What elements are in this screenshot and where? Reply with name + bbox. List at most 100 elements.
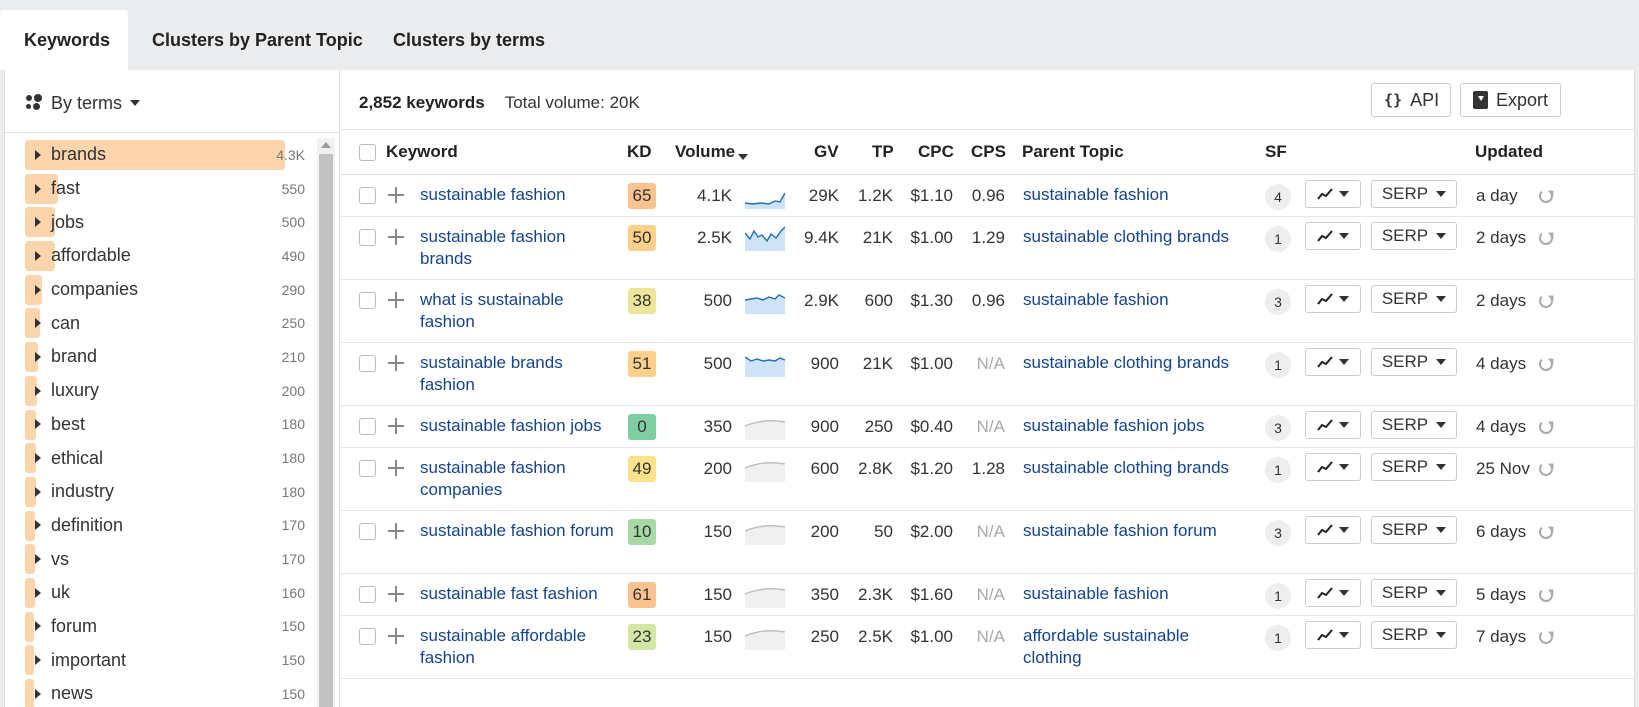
term-item[interactable]: forum 150 xyxy=(25,610,305,644)
term-item[interactable]: ethical 180 xyxy=(25,441,305,475)
term-item[interactable]: can 250 xyxy=(25,306,305,340)
expand-caret-icon[interactable] xyxy=(35,351,41,362)
parent-topic-link[interactable]: sustainable clothing brands xyxy=(1023,458,1230,477)
keyword-link[interactable]: sustainable brands fashion xyxy=(420,353,563,394)
term-item[interactable]: important 150 xyxy=(25,643,305,677)
tab-clusters-by-terms[interactable]: Clusters by terms xyxy=(393,30,546,50)
position-history-button[interactable] xyxy=(1305,579,1361,607)
col-gv[interactable]: GV xyxy=(814,142,839,161)
serp-button[interactable]: SERP xyxy=(1371,579,1457,607)
refresh-icon[interactable] xyxy=(1539,525,1553,539)
col-cps[interactable]: CPS xyxy=(971,142,1006,161)
row-checkbox[interactable] xyxy=(359,229,376,246)
plus-icon[interactable] xyxy=(388,229,404,245)
serp-button[interactable]: SERP xyxy=(1371,348,1457,376)
expand-caret-icon[interactable] xyxy=(35,284,41,295)
expand-caret-icon[interactable] xyxy=(35,520,41,531)
position-history-button[interactable] xyxy=(1305,516,1361,544)
export-button[interactable]: Export xyxy=(1460,83,1561,117)
parent-topic-link[interactable]: sustainable fashion xyxy=(1023,185,1169,204)
col-tp[interactable]: TP xyxy=(872,142,894,161)
expand-caret-icon[interactable] xyxy=(35,217,41,228)
serp-button[interactable]: SERP xyxy=(1371,621,1457,649)
col-parent-topic[interactable]: Parent Topic xyxy=(1022,142,1124,161)
keyword-link[interactable]: what is sustainable fashion xyxy=(420,290,564,331)
term-item[interactable]: vs 170 xyxy=(25,542,305,576)
plus-icon[interactable] xyxy=(388,523,404,539)
parent-topic-link[interactable]: sustainable fashion xyxy=(1023,290,1169,309)
api-button[interactable]: {} API xyxy=(1371,83,1451,117)
keyword-link[interactable]: sustainable fashion companies xyxy=(420,458,566,499)
col-kd[interactable]: KD xyxy=(627,142,652,161)
term-item[interactable]: fast 550 xyxy=(25,172,305,206)
keyword-link[interactable]: sustainable fashion xyxy=(420,185,566,204)
parent-topic-link[interactable]: sustainable fashion forum xyxy=(1023,521,1217,540)
parent-topic-link[interactable]: affordable sustainable clothing xyxy=(1023,626,1190,667)
row-checkbox[interactable] xyxy=(359,418,376,435)
sf-count-badge[interactable]: 3 xyxy=(1265,289,1291,315)
term-item[interactable]: jobs 500 xyxy=(25,205,305,239)
refresh-icon[interactable] xyxy=(1539,231,1553,245)
sf-count-badge[interactable]: 4 xyxy=(1265,184,1291,210)
col-updated[interactable]: Updated xyxy=(1475,142,1543,161)
position-history-button[interactable] xyxy=(1305,180,1361,208)
term-item[interactable]: companies 290 xyxy=(25,273,305,307)
expand-caret-icon[interactable] xyxy=(35,655,41,666)
keyword-link[interactable]: sustainable fashion forum xyxy=(420,521,614,540)
tab-keywords[interactable]: Keywords xyxy=(0,10,128,70)
term-item[interactable]: affordable 490 xyxy=(25,239,305,273)
serp-button[interactable]: SERP xyxy=(1371,453,1457,481)
scrollbar[interactable] xyxy=(317,138,335,707)
serp-button[interactable]: SERP xyxy=(1371,285,1457,313)
scrollbar-thumb[interactable] xyxy=(319,154,333,707)
scroll-up-arrow-icon[interactable] xyxy=(321,142,331,148)
sf-count-badge[interactable]: 1 xyxy=(1265,625,1291,651)
term-item[interactable]: definition 170 xyxy=(25,509,305,543)
expand-caret-icon[interactable] xyxy=(35,183,41,194)
keyword-link[interactable]: sustainable fashion brands xyxy=(420,227,566,268)
expand-caret-icon[interactable] xyxy=(35,318,41,329)
serp-button[interactable]: SERP xyxy=(1371,222,1457,250)
term-item[interactable]: brands 4.3K xyxy=(25,138,305,172)
parent-topic-link[interactable]: sustainable clothing brands xyxy=(1023,227,1230,246)
refresh-icon[interactable] xyxy=(1539,588,1553,602)
expand-caret-icon[interactable] xyxy=(35,621,41,632)
tab-clusters-by-parent-topic[interactable]: Clusters by Parent Topic xyxy=(152,30,363,50)
expand-caret-icon[interactable] xyxy=(35,486,41,497)
expand-caret-icon[interactable] xyxy=(35,419,41,430)
refresh-icon[interactable] xyxy=(1539,462,1553,476)
serp-button[interactable]: SERP xyxy=(1371,411,1457,439)
refresh-icon[interactable] xyxy=(1539,294,1553,308)
term-item[interactable]: uk 160 xyxy=(25,576,305,610)
expand-caret-icon[interactable] xyxy=(35,688,41,699)
sf-count-badge[interactable]: 3 xyxy=(1265,520,1291,546)
plus-icon[interactable] xyxy=(388,418,404,434)
sf-count-badge[interactable]: 3 xyxy=(1265,415,1291,441)
serp-button[interactable]: SERP xyxy=(1371,180,1457,208)
term-item[interactable]: news 150 xyxy=(25,677,305,707)
parent-topic-link[interactable]: sustainable fashion xyxy=(1023,584,1169,603)
plus-icon[interactable] xyxy=(388,460,404,476)
term-item[interactable]: best 180 xyxy=(25,408,305,442)
expand-caret-icon[interactable] xyxy=(35,149,41,160)
position-history-button[interactable] xyxy=(1305,222,1361,250)
parent-topic-link[interactable]: sustainable clothing brands xyxy=(1023,353,1230,372)
term-item[interactable]: industry 180 xyxy=(25,475,305,509)
expand-caret-icon[interactable] xyxy=(35,554,41,565)
row-checkbox[interactable] xyxy=(359,586,376,603)
position-history-button[interactable] xyxy=(1305,285,1361,313)
col-sf[interactable]: SF xyxy=(1265,142,1287,161)
refresh-icon[interactable] xyxy=(1539,420,1553,434)
term-item[interactable]: luxury 200 xyxy=(25,374,305,408)
keyword-link[interactable]: sustainable fast fashion xyxy=(420,584,598,603)
sf-count-badge[interactable]: 1 xyxy=(1265,226,1291,252)
parent-topic-link[interactable]: sustainable fashion jobs xyxy=(1023,416,1205,435)
position-history-button[interactable] xyxy=(1305,411,1361,439)
col-cpc[interactable]: CPC xyxy=(918,142,954,161)
row-checkbox[interactable] xyxy=(359,523,376,540)
keyword-link[interactable]: sustainable fashion jobs xyxy=(420,416,602,435)
refresh-icon[interactable] xyxy=(1539,189,1553,203)
group-by-dropdown[interactable]: By terms xyxy=(25,88,141,118)
expand-caret-icon[interactable] xyxy=(35,385,41,396)
refresh-icon[interactable] xyxy=(1539,630,1553,644)
